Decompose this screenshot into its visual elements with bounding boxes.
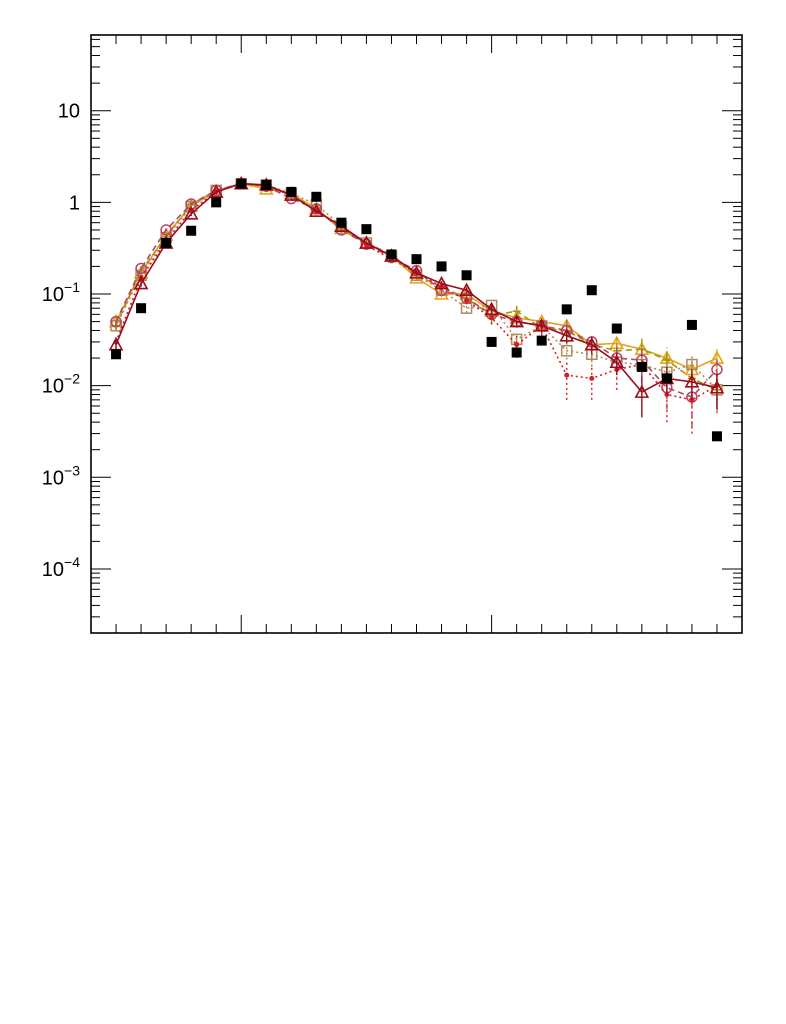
data-point xyxy=(560,345,573,357)
data-point xyxy=(561,304,572,315)
y-tick-label: 1 xyxy=(69,192,80,214)
data-point xyxy=(161,238,172,249)
data-point xyxy=(686,319,697,330)
data-point xyxy=(684,374,700,388)
data-point xyxy=(436,261,447,272)
data-point xyxy=(186,225,197,236)
data-point xyxy=(136,303,147,314)
data-point xyxy=(584,336,600,351)
y-tick-label: 10−1 xyxy=(42,279,80,306)
data-point xyxy=(208,184,224,198)
data-point xyxy=(611,323,622,334)
data-point xyxy=(386,249,397,260)
y-tick-label-base: 10 xyxy=(42,559,64,581)
data-point xyxy=(461,270,472,281)
data-point xyxy=(534,318,550,332)
data-point xyxy=(211,197,222,208)
data-point xyxy=(634,384,650,398)
data-point xyxy=(536,335,547,346)
data-point xyxy=(459,282,474,297)
data-point xyxy=(111,349,122,360)
data-point xyxy=(360,238,373,250)
y-tick-label-base: 10 xyxy=(42,284,64,306)
y-tick-label-base: 1 xyxy=(69,192,80,214)
data-point xyxy=(661,373,672,384)
data-point xyxy=(636,361,647,372)
data-point xyxy=(609,354,625,369)
data-point xyxy=(589,375,595,381)
y-tick-label-exponent: −3 xyxy=(64,462,80,478)
y-tick-label: 10 xyxy=(58,101,80,123)
data-point xyxy=(464,297,470,303)
data-point xyxy=(411,254,422,265)
plot-frame xyxy=(90,34,743,634)
y-tick-label: 10−3 xyxy=(42,462,80,489)
data-point xyxy=(512,307,521,316)
data-point xyxy=(311,191,322,202)
data-point xyxy=(486,336,497,347)
y-tick-label-exponent: −1 xyxy=(64,279,80,295)
data-point xyxy=(709,380,725,394)
y-tick-label-base: 10 xyxy=(42,376,64,398)
data-series xyxy=(108,175,725,442)
data-point xyxy=(662,356,671,365)
data-point xyxy=(236,178,247,189)
data-point xyxy=(336,217,347,228)
data-point xyxy=(110,315,122,328)
y-tick-label-base: 10 xyxy=(42,467,64,489)
data-point xyxy=(261,179,272,190)
series-data xyxy=(111,178,722,442)
data-point xyxy=(489,315,495,321)
data-point xyxy=(133,275,149,290)
data-point xyxy=(183,206,199,220)
y-tick-label-exponent: −4 xyxy=(64,554,80,570)
data-point xyxy=(514,342,520,348)
data-point xyxy=(135,262,147,275)
data-point xyxy=(564,372,570,378)
data-point xyxy=(359,235,374,249)
data-point xyxy=(484,301,499,316)
data-point xyxy=(160,224,172,236)
data-point xyxy=(361,224,372,235)
y-tick-label-exponent: −2 xyxy=(64,371,80,387)
data-point xyxy=(509,313,525,328)
data-point xyxy=(308,203,324,218)
data-point xyxy=(711,431,722,442)
data-point xyxy=(511,347,522,358)
data-point xyxy=(434,275,449,290)
axis-ticks xyxy=(91,35,742,634)
y-tick-label: 10−2 xyxy=(42,371,80,398)
y-tick-label: 10−4 xyxy=(42,554,80,581)
y-tick-label-base: 10 xyxy=(58,101,80,123)
data-point xyxy=(409,265,424,279)
data-point xyxy=(559,328,575,342)
data-point xyxy=(286,186,297,197)
data-point xyxy=(586,285,597,296)
